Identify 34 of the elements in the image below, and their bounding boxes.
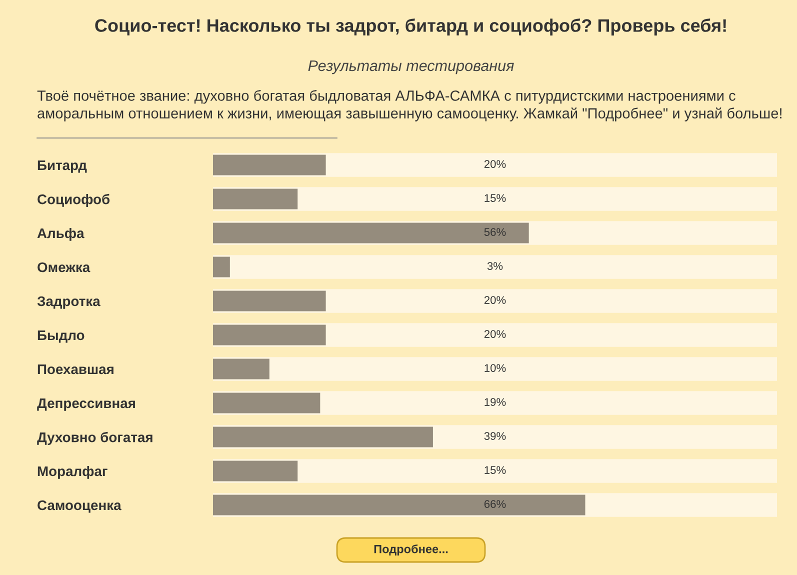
data-label: 10% (484, 364, 506, 372)
y-tick-label: Альфа (37, 228, 84, 241)
y-tick-label: Поехавшая (38, 364, 114, 374)
y-tick-label: Моралфаг (38, 466, 108, 479)
bar (213, 188, 298, 210)
data-label: 15% (484, 194, 506, 202)
text: Твоё почётное звание: духовно богатая быдловатая АЛЬФА-САМКА с питурдистскими настроениями с аморальным отношением к жизни, имеющая завышенную самооценку. Жамкай "Подробнее" и узнай больше! (37, 90, 782, 122)
y-tick-label: Самооценка (38, 500, 122, 513)
chart-title: Социо-тест! Насколько ты задрот, битард и социофоб? Проверь себя! (95, 18, 726, 36)
bar (213, 154, 326, 176)
data-label: 39% (484, 432, 506, 440)
y-tick-label: Задротка (37, 296, 100, 309)
chart-subtitle: Результаты тестирования (308, 60, 514, 74)
data-label: 66% (484, 500, 506, 508)
y-tick-label: Депрессивная (37, 398, 135, 411)
bar (213, 324, 326, 346)
y-tick-label: Социофоб (38, 194, 110, 207)
text: Подробнее... (374, 544, 448, 556)
data-label: 20% (484, 330, 506, 338)
y-tick-label: Битард (38, 160, 87, 173)
data-label: 15% (484, 466, 506, 474)
data-label: 56% (484, 228, 506, 236)
bar (213, 256, 230, 278)
y-tick-label: Омежка (38, 262, 90, 272)
bar (213, 290, 326, 312)
bar (213, 460, 298, 482)
data-label: 19% (484, 398, 506, 406)
bar (213, 392, 320, 414)
y-tick-label: Быдло (38, 330, 84, 343)
data-label: 20% (484, 160, 506, 168)
data-label: 20% (484, 296, 506, 304)
data-label: 3% (487, 262, 503, 270)
y-tick-label: Духовно богатая (37, 432, 152, 445)
bar (213, 358, 270, 380)
